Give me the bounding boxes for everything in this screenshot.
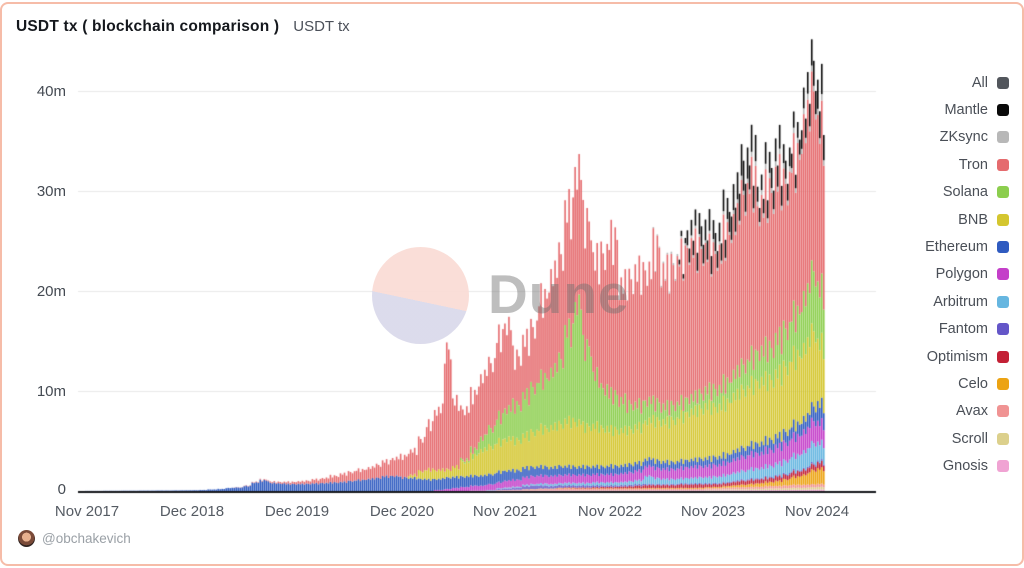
legend-item-tron[interactable]: Tron [925, 151, 1009, 178]
legend-label: BNB [958, 211, 988, 228]
legend-item-scroll[interactable]: Scroll [925, 425, 1009, 452]
legend-swatch-zksync [997, 131, 1009, 144]
legend-label: Avax [956, 403, 988, 420]
legend-item-solana[interactable]: Solana [925, 179, 1009, 206]
legend-label: Mantle [944, 102, 988, 119]
legend-item-gnosis[interactable]: Gnosis [925, 452, 1009, 479]
x-tick-dec-2019: Dec 2019 [264, 503, 330, 520]
y-tick-0: 0 [57, 481, 66, 498]
legend-swatch-ethereum [997, 241, 1009, 254]
legend-item-optimism[interactable]: Optimism [925, 343, 1009, 370]
x-tick-nov-2023: Nov 2023 [680, 503, 746, 520]
dune-watermark: Dune [488, 263, 630, 325]
x-tick-dec-2018: Dec 2018 [159, 503, 225, 520]
legend-swatch-all [997, 76, 1009, 89]
chart-header: USDT tx ( blockchain comparison ) USDT t… [16, 18, 350, 36]
legend-label: Solana [942, 184, 988, 201]
legend-label: ZKsync [939, 129, 988, 146]
legend-swatch-celo [997, 377, 1009, 390]
legend-swatch-optimism [997, 350, 1009, 363]
legend-item-polygon[interactable]: Polygon [925, 261, 1009, 288]
legend-item-zksync[interactable]: ZKsync [925, 124, 1009, 151]
x-tick-nov-2022: Nov 2022 [577, 503, 643, 520]
author-handle[interactable]: @obchakevich [42, 531, 131, 546]
chart-legend: All Mantle ZKsync Tron Solana BNB Ethere… [925, 69, 1009, 480]
legend-swatch-gnosis [997, 460, 1009, 473]
x-tick-dec-2020: Dec 2020 [369, 503, 435, 520]
legend-swatch-polygon [997, 268, 1009, 281]
legend-swatch-solana [997, 186, 1009, 199]
legend-swatch-fantom [997, 323, 1009, 336]
legend-item-arbitrum[interactable]: Arbitrum [925, 288, 1009, 315]
legend-swatch-mantle [997, 104, 1009, 117]
x-tick-nov-2021: Nov 2021 [472, 503, 538, 520]
y-tick-30m: 30m [36, 183, 66, 200]
legend-label: Tron [958, 156, 988, 173]
legend-label: Gnosis [942, 458, 988, 475]
legend-label: Celo [958, 375, 988, 392]
legend-swatch-scroll [997, 432, 1009, 445]
legend-swatch-arbitrum [997, 295, 1009, 308]
legend-label: Optimism [926, 348, 988, 365]
author-row: @obchakevich [18, 530, 131, 547]
y-tick-40m: 40m [36, 83, 66, 100]
y-tick-10m: 10m [36, 383, 66, 400]
chart-subtitle: USDT tx [293, 18, 350, 35]
legend-item-fantom[interactable]: Fantom [925, 316, 1009, 343]
legend-label: Polygon [935, 266, 988, 283]
legend-item-ethereum[interactable]: Ethereum [925, 233, 1009, 260]
legend-label: All [971, 74, 988, 91]
x-tick-nov-2024: Nov 2024 [784, 503, 850, 520]
y-tick-20m: 20m [36, 283, 66, 300]
legend-label: Fantom [938, 321, 988, 338]
chart-title: USDT tx ( blockchain comparison ) [16, 18, 280, 35]
chart-canvas[interactable] [2, 4, 1022, 564]
legend-label: Ethereum [925, 239, 988, 256]
legend-item-mantle[interactable]: Mantle [925, 96, 1009, 123]
author-avatar [18, 530, 35, 547]
legend-item-bnb[interactable]: BNB [925, 206, 1009, 233]
legend-swatch-avax [997, 405, 1009, 418]
legend-item-all[interactable]: All [925, 69, 1009, 96]
x-tick-nov-2017: Nov 2017 [54, 503, 120, 520]
legend-item-celo[interactable]: Celo [925, 370, 1009, 397]
legend-swatch-tron [997, 158, 1009, 171]
dune-logo-icon [372, 247, 469, 344]
legend-label: Scroll [951, 430, 988, 447]
legend-label: Arbitrum [933, 293, 988, 310]
legend-item-avax[interactable]: Avax [925, 398, 1009, 425]
legend-swatch-bnb [997, 213, 1009, 226]
